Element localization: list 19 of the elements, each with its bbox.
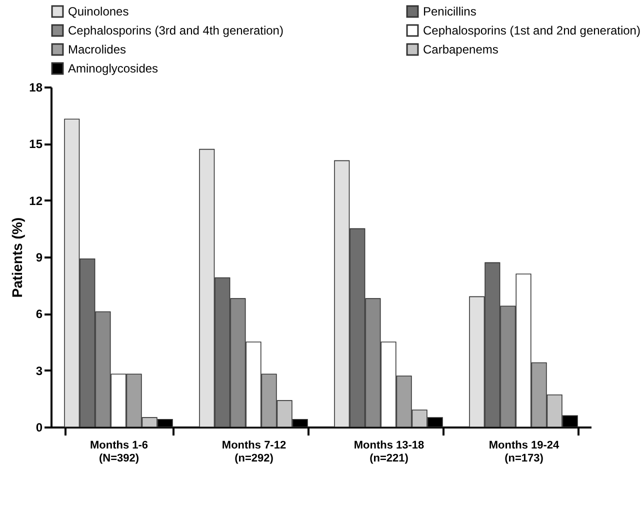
- legend-label: Aminoglycosides: [68, 62, 158, 76]
- legend-label: Macrolides: [68, 42, 126, 56]
- y-tick-label: 3: [36, 364, 43, 378]
- legend-label: Carbapenems: [423, 42, 498, 56]
- y-axis-title: Patients (%): [9, 217, 26, 298]
- x-tick-label: Months 19-24 (n=173): [488, 440, 560, 464]
- y-tick-label: 18: [29, 80, 43, 94]
- y-tick-label: 12: [29, 194, 43, 208]
- y-tick-label: 6: [36, 307, 43, 322]
- y-tick-label: 9: [36, 250, 43, 264]
- x-tick-label: Months 13-18 (n=221): [354, 440, 424, 464]
- x-tick-label: Months 7-12 (n=292): [222, 440, 286, 464]
- legend-label: Quinolones: [68, 4, 129, 19]
- legend-label: Cephalosporins (1st and 2nd generation): [423, 24, 640, 38]
- x-tick-label: Months 1-6 (N=392): [90, 440, 148, 464]
- legend-label: Penicillins: [423, 4, 476, 19]
- y-tick-label: 15: [29, 137, 43, 152]
- y-tick-label: 0: [36, 420, 43, 434]
- legend-label: Cephalosporins (3rd and 4th generation): [68, 24, 284, 38]
